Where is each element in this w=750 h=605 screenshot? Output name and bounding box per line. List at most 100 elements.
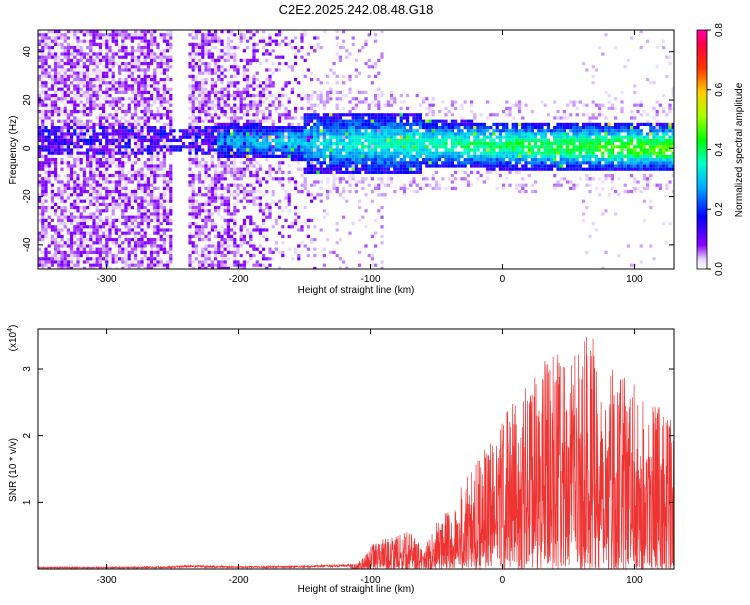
spectrogram-cell [217,100,221,104]
spectrogram-cell [358,71,362,75]
spectrogram-cell [207,218,211,222]
spectrogram-cell [255,84,259,88]
spectrogram-cell [66,116,70,120]
spectrogram-cell [82,103,86,107]
spectrogram-cell [358,138,362,142]
spectrogram-cell [118,244,122,248]
spectrogram-cell [60,94,64,98]
spectrogram-cell [380,206,384,210]
spectrogram-cell [207,138,211,142]
spectrogram-cell [114,122,118,126]
spectrogram-cell [169,186,173,190]
spectrogram-cell [207,183,211,187]
spectrogram-cell [204,151,208,155]
spectrogram-cell [38,33,42,37]
spectrogram-cell [406,122,410,126]
spectrogram-cell [454,145,458,149]
spectrogram-cell [121,116,125,120]
spectrogram-cell [287,247,291,251]
spectrogram-cell [281,177,285,181]
spectrogram-cell [354,132,358,136]
spectrogram-cell [354,58,358,62]
spectrogram-cell [60,81,64,85]
spectrogram-cell [150,218,154,222]
spectrogram-cell [402,129,406,133]
spectrogram-cell [473,148,477,152]
spectrogram-cell [418,142,422,146]
spectrogram-cell [239,148,243,152]
spectrogram-cell [335,158,339,162]
spectrogram-cell [258,167,262,171]
spectrogram-cell [108,222,112,226]
spectrogram-cell [79,266,83,269]
spectrogram-cell [268,74,272,78]
spectrogram-cell [326,142,330,146]
spectrogram-cell [457,158,461,162]
spectrogram-cell [479,132,483,136]
spectrogram-cell [316,116,320,120]
spectrogram-cell [89,103,93,107]
spectrogram-cell [278,161,282,165]
spectrogram-cell [82,90,86,94]
spectrogram-cell [204,135,208,139]
spectrogram-cell [454,170,458,174]
spectrogram-cell [54,164,58,168]
spectrogram-cell [134,199,138,203]
spectrogram-cell [217,78,221,82]
spectrogram-cell [207,238,211,242]
spectrogram-cell [278,68,282,72]
spectrogram-cell [92,87,96,91]
spectrogram-cell [60,151,64,155]
spectrogram-cell [380,94,384,98]
spectrogram-cell [412,135,416,139]
spectrogram-cell [146,215,150,219]
spectrogram-cell [322,154,326,158]
spectrogram-cell [150,193,154,197]
spectrogram-cell [278,42,282,46]
spectrogram-cell [258,62,262,66]
spectrogram-cell [223,113,227,117]
spectrogram-cell [214,94,218,98]
spectrogram-cell [140,81,144,85]
spectrogram-cell [137,142,141,146]
spectrogram-cell [210,186,214,190]
spectrogram-cell [457,126,461,130]
spectrogram-cell [271,71,275,75]
spectrogram-cell [249,103,253,107]
spectrogram-cell [444,126,448,130]
spectrogram-cell [191,129,195,133]
spectrogram-cell [124,183,128,187]
spectrogram-cell [479,164,483,168]
spectrogram-cell [354,119,358,123]
spectrogram-cell [86,161,90,165]
spectrogram-cell [441,138,445,142]
spectrogram-cell [226,183,230,187]
spectrogram-cell [143,30,147,34]
spectrogram-cell [319,170,323,174]
spectrogram-cell [409,129,413,133]
spectrogram-cell [102,135,106,139]
spectrogram-cell [134,100,138,104]
spectrogram-cell [73,46,77,50]
spectrogram-cell [194,209,198,213]
spectrogram-cell [242,138,246,142]
spectrogram-cell [108,238,112,242]
spectrogram-cell [473,164,477,168]
spectrogram-cell [44,39,48,43]
spectrogram-cell [236,148,240,152]
spectrogram-cell [498,142,502,146]
spectrogram-cell [70,113,74,117]
spectrogram-cell [95,158,99,162]
spectrogram-cell [495,164,499,168]
spectrogram-cell [332,174,336,178]
spectrogram-cell [438,186,442,190]
spectrogram-cell [345,161,349,165]
spectrogram-cell [95,138,99,142]
spectrogram-cell [377,142,381,146]
spectrogram-cell [143,42,147,46]
spectrogram-cell [226,222,230,226]
spectrogram-cell [300,36,304,40]
spectrogram-cell [47,138,51,142]
spectrogram-cell [233,222,237,226]
spectrogram-cell [137,62,141,66]
